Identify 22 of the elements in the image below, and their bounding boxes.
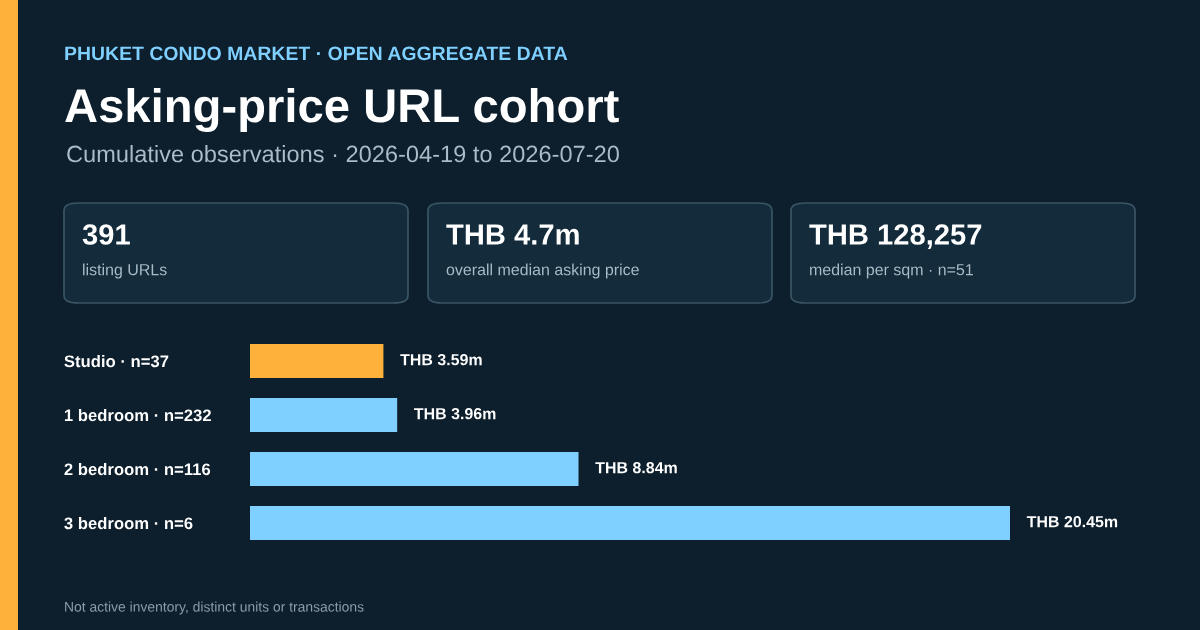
text: median per sqm · n=51 (810, 263, 973, 279)
y-tick-label: Studio · n=37 (64, 354, 169, 368)
y-tick-label: 2 bedroom · n=116 (64, 462, 211, 476)
chart-title: Asking-price URL cohort (65, 87, 619, 133)
bar (250, 397, 398, 433)
data-label: THB 8.84m (595, 461, 677, 474)
data-label: THB 3.59m (400, 353, 482, 366)
text: PHUKET CONDO MARKET · OPEN AGGREGATE DATA (65, 46, 568, 61)
data-label: THB 20.45m (1026, 515, 1118, 528)
text: overall median asking price (446, 263, 639, 279)
text: THB 4.7m (446, 224, 579, 245)
bar (250, 451, 579, 487)
y-tick-label: 3 bedroom · n=6 (64, 516, 193, 530)
bar (250, 505, 1010, 541)
text: 391 (82, 224, 130, 245)
bar (250, 343, 384, 379)
y-tick-label: 1 bedroom · n=232 (64, 408, 211, 422)
chart-subtitle: Cumulative observations · 2026-04-19 to 2026-07-20 (67, 145, 619, 163)
data-label: THB 3.96m (414, 407, 496, 420)
text: Not active inventory, distinct units or transactions (65, 601, 364, 615)
text: listing URLs (83, 263, 167, 279)
text: THB 128,257 (809, 224, 982, 250)
